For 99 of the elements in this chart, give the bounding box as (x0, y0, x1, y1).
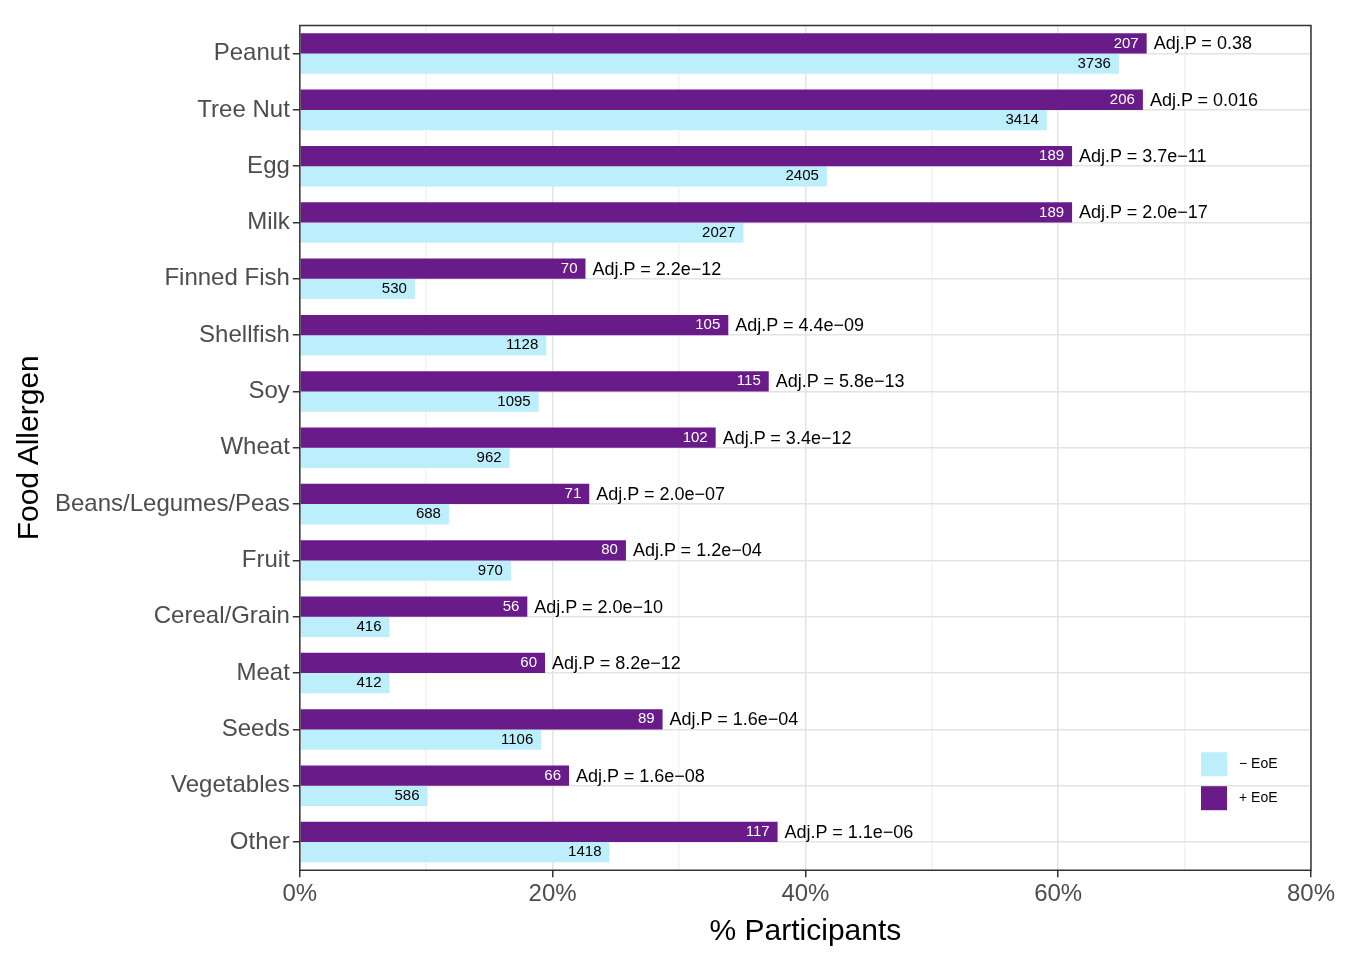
annotation: 970 (477, 560, 503, 578)
bar (300, 89, 1143, 110)
y-tick-label: Finned Fish (164, 263, 290, 291)
annotation: Adj.P = 4.4e−09 (735, 314, 865, 335)
y-tick-label: Soy (248, 376, 290, 404)
annotation: Adj.P = 2.0e−10 (534, 596, 664, 617)
annotation: 1128 (506, 335, 539, 353)
annotation: 688 (415, 504, 441, 522)
bar (300, 821, 778, 843)
bar (300, 652, 546, 674)
annotation: 416 (356, 617, 382, 635)
annotation: 66 (544, 765, 562, 783)
annotation: 102 (682, 427, 708, 445)
y-tick-label: Tree Nut (197, 94, 291, 122)
bar (300, 729, 542, 750)
annotation: Adj.P = 1.2e−04 (632, 540, 762, 561)
annotation: 1106 (500, 729, 534, 747)
bar (300, 560, 511, 581)
y-tick-label: Fruit (241, 545, 291, 573)
bar (300, 596, 528, 617)
annotation: 1418 (568, 842, 602, 860)
annotation: 2027 (702, 222, 736, 240)
legend-label: + EoE (1238, 789, 1278, 806)
x-tick-label: 40% (781, 879, 830, 907)
annotation: 189 (1039, 146, 1065, 164)
annotation: 115 (736, 371, 761, 389)
bar (300, 222, 744, 243)
annotation: Adj.P = 3.4e−12 (722, 427, 852, 448)
bar (300, 785, 428, 806)
bar (300, 447, 510, 469)
annotation: Adj.P = 2.2e−12 (592, 258, 722, 279)
y-tick-label: Egg (247, 150, 290, 178)
y-tick-label: Wheat (220, 432, 291, 460)
bar (300, 145, 1073, 167)
annotation: 105 (695, 315, 721, 333)
bar (300, 709, 663, 730)
annotation: Adj.P = 1.1e−06 (784, 821, 914, 842)
annotation: 189 (1039, 202, 1065, 220)
annotation: Adj.P = 0.016 (1149, 89, 1259, 110)
annotation: Adj.P = 8.2e−12 (552, 652, 681, 673)
annotation: 56 (502, 596, 520, 614)
y-tick-label: Vegetables (171, 770, 290, 798)
bar (300, 258, 586, 279)
bar (300, 427, 716, 448)
annotation: 1095 (497, 391, 531, 409)
x-tick-label: 80% (1286, 879, 1336, 907)
annotation: 962 (476, 448, 502, 466)
bar (300, 314, 729, 336)
bar (300, 391, 539, 412)
annotation: Adj.P = 2.0e−17 (1079, 202, 1208, 223)
annotation: 117 (745, 822, 770, 840)
y-tick-label: Beans/Legumes/Peas (54, 488, 290, 516)
y-tick-label: Milk (247, 207, 291, 235)
x-tick-label: 0% (282, 879, 318, 907)
annotation: 3414 (1005, 110, 1039, 128)
y-tick-label: Cereal/Grain (153, 601, 290, 629)
x-tick-label: 60% (1034, 879, 1083, 907)
annotation: 207 (1113, 33, 1139, 51)
bar (300, 335, 547, 356)
y-tick-label: Meat (236, 657, 291, 685)
bar (300, 371, 769, 392)
bar (300, 483, 590, 505)
annotation: Adj.P = 5.8e−13 (775, 371, 905, 392)
bar (300, 278, 415, 300)
bar (300, 504, 449, 525)
annotation: Adj.P = 1.6e−08 (576, 765, 705, 786)
x-axis-title: % Participants (709, 913, 902, 947)
annotation: 206 (1109, 89, 1135, 107)
y-tick-label: Seeds (221, 714, 290, 742)
bar (300, 166, 827, 187)
y-tick-label: Shellfish (199, 319, 290, 347)
bar (300, 616, 390, 638)
annotation: 89 (637, 709, 655, 727)
bar (300, 842, 610, 863)
y-tick-label: Other (229, 826, 290, 854)
bar (300, 202, 1073, 223)
annotation: 80 (601, 540, 618, 558)
annotation: Adj.P = 2.0e−07 (596, 483, 726, 504)
bar (300, 540, 626, 561)
annotation: 3736 (1077, 53, 1111, 71)
legend-label: − EoE (1238, 755, 1278, 772)
y-tick-label: Peanut (213, 38, 291, 66)
annotation: 586 (394, 786, 420, 803)
annotation: Adj.P = 1.6e−04 (669, 709, 799, 730)
x-tick-label: 20% (528, 879, 577, 907)
bar (300, 53, 1119, 74)
annotation: Adj.P = 3.7e−11 (1079, 146, 1207, 167)
annotation: 71 (564, 484, 582, 502)
bar (300, 109, 1047, 131)
annotation: 70 (560, 258, 578, 276)
annotation: Adj.P = 0.38 (1153, 33, 1252, 54)
annotation: 530 (381, 279, 407, 297)
annotation: 2405 (785, 166, 819, 184)
annotation: 60 (520, 653, 538, 671)
bar (300, 673, 390, 694)
bar (300, 33, 1147, 54)
bar (300, 765, 570, 786)
annotation: 412 (356, 673, 382, 691)
y-axis-title: Food Allergen (11, 355, 45, 541)
